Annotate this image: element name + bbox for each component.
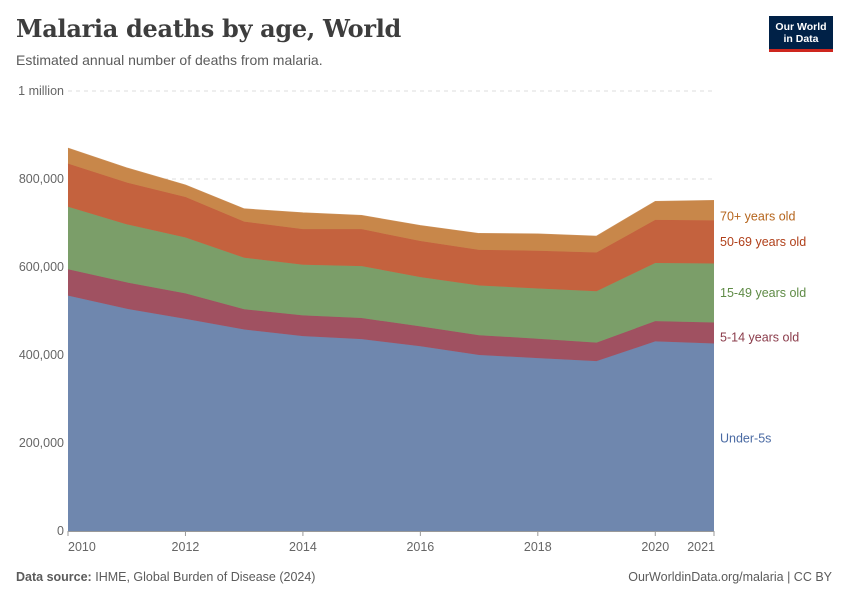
source-link[interactable]: OurWorldinData.org/malaria | CC BY bbox=[628, 570, 832, 584]
area-edge-50-69-years-old bbox=[67, 163, 715, 253]
data-source: Data source: IHME, Global Burden of Dise… bbox=[16, 570, 315, 584]
series-label-5-14-years-old: 5-14 years old bbox=[720, 330, 799, 344]
chart-title: Malaria deaths by age, World bbox=[16, 14, 401, 43]
y-tick-label: 200,000 bbox=[19, 436, 64, 450]
x-tick-label: 2020 bbox=[641, 540, 669, 554]
y-tick-label: 1 million bbox=[18, 84, 64, 98]
data-source-text: IHME, Global Burden of Disease (2024) bbox=[95, 570, 316, 584]
chart-subtitle: Estimated annual number of deaths from m… bbox=[16, 52, 323, 68]
x-tick-label: 2014 bbox=[289, 540, 317, 554]
series-label-15-49-years-old: 15-49 years old bbox=[720, 286, 806, 300]
area-5-14-years-old bbox=[68, 269, 714, 362]
x-tick-label: 2021 bbox=[687, 540, 715, 554]
x-tick-label: 2012 bbox=[172, 540, 200, 554]
axes: 0 200,000 400,000 600,000 800,000 1 million 20… bbox=[18, 84, 715, 554]
area-series-group bbox=[67, 147, 715, 531]
x-tick-label: 2018 bbox=[524, 540, 552, 554]
x-tick-label: 2016 bbox=[406, 540, 434, 554]
stacked-area-chart: 0 200,000 400,000 600,000 800,000 1 million 20… bbox=[18, 84, 806, 554]
logo-line-1: Our World bbox=[775, 21, 827, 33]
area-50-69-years-old bbox=[68, 163, 714, 292]
series-label-70-years-old: 70+ years old bbox=[720, 210, 795, 224]
area-70-years-old bbox=[68, 148, 714, 253]
series-label-50-69-years-old: 50-69 years old bbox=[720, 235, 806, 249]
y-tick-label: 800,000 bbox=[19, 172, 64, 186]
data-source-label: Data source: bbox=[16, 570, 92, 584]
series-label-under-5s: Under-5s bbox=[720, 432, 771, 446]
area-under-5s bbox=[68, 295, 714, 531]
y-tick-label: 0 bbox=[57, 524, 64, 538]
y-tick-label: 600,000 bbox=[19, 260, 64, 274]
logo-line-2: in Data bbox=[783, 33, 819, 45]
owid-logo[interactable]: Our World in Data bbox=[769, 16, 833, 52]
y-tick-label: 400,000 bbox=[19, 348, 64, 362]
x-tick-label: 2010 bbox=[68, 540, 96, 554]
area-15-49-years-old bbox=[68, 206, 714, 343]
area-edge-70-years-old bbox=[67, 147, 715, 237]
series-labels: Under-5s 5-14 years old 15-49 years old 50-… bbox=[720, 210, 806, 446]
